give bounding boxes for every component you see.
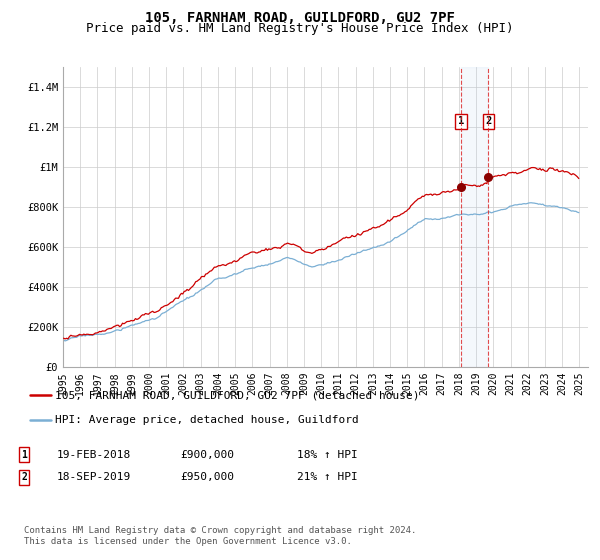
Text: 19-FEB-2018: 19-FEB-2018	[57, 450, 131, 460]
Text: £950,000: £950,000	[180, 472, 234, 482]
Text: 21% ↑ HPI: 21% ↑ HPI	[297, 472, 358, 482]
Text: 1: 1	[21, 450, 27, 460]
Text: 18% ↑ HPI: 18% ↑ HPI	[297, 450, 358, 460]
Bar	[461, 67, 488, 367]
Text: 105, FARNHAM ROAD, GUILDFORD, GU2 7PF (detached house): 105, FARNHAM ROAD, GUILDFORD, GU2 7PF (d…	[55, 390, 420, 400]
Text: Price paid vs. HM Land Registry's House Price Index (HPI): Price paid vs. HM Land Registry's House …	[86, 22, 514, 35]
Text: £900,000: £900,000	[180, 450, 234, 460]
Text: 1: 1	[458, 116, 464, 126]
Text: Contains HM Land Registry data © Crown copyright and database right 2024.
This d: Contains HM Land Registry data © Crown c…	[24, 526, 416, 546]
Text: 18-SEP-2019: 18-SEP-2019	[57, 472, 131, 482]
Text: 2: 2	[485, 116, 491, 126]
Text: 105, FARNHAM ROAD, GUILDFORD, GU2 7PF: 105, FARNHAM ROAD, GUILDFORD, GU2 7PF	[145, 11, 455, 25]
Text: HPI: Average price, detached house, Guildford: HPI: Average price, detached house, Guil…	[55, 414, 359, 424]
Text: 2: 2	[21, 472, 27, 482]
